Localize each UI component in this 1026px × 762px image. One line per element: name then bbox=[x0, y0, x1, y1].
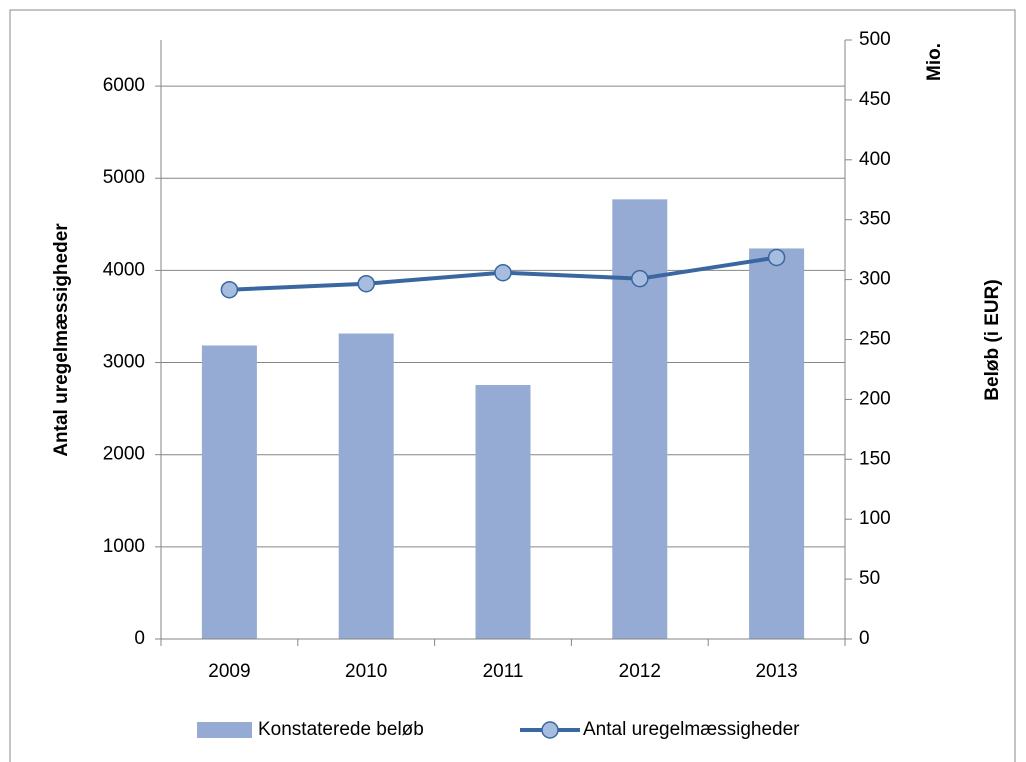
chart-border bbox=[9, 9, 1016, 762]
line-marker bbox=[357, 274, 375, 293]
x-tick-label: 2011 bbox=[483, 661, 524, 682]
y2-tick-label: 0 bbox=[859, 628, 870, 649]
y-tick-label: 4000 bbox=[103, 259, 145, 280]
y-tick-label: 1000 bbox=[103, 536, 145, 557]
y2-tick-label: 150 bbox=[859, 448, 891, 469]
y-tick-label: 2000 bbox=[103, 444, 145, 465]
x-tick-label: 2009 bbox=[208, 661, 250, 682]
y2-tick-label: 350 bbox=[859, 209, 891, 230]
y2-unit: Mio. bbox=[924, 43, 945, 81]
line-marker bbox=[767, 248, 786, 267]
legend-swatch bbox=[197, 722, 252, 738]
y2-tick-label: 250 bbox=[859, 329, 891, 350]
legend-marker bbox=[541, 721, 559, 739]
y-tick-label: 5000 bbox=[103, 167, 145, 188]
x-tick-label: 2010 bbox=[345, 661, 387, 682]
y2-tick-label: 450 bbox=[859, 89, 891, 110]
line-marker bbox=[220, 280, 239, 299]
bar bbox=[338, 333, 394, 639]
y-tick-label: 6000 bbox=[103, 75, 145, 96]
y-tick-label: 3000 bbox=[103, 352, 145, 373]
bar bbox=[612, 199, 668, 640]
legend-label: Konstaterede beløb bbox=[258, 719, 424, 740]
bar bbox=[749, 248, 805, 639]
y2-tick-label: 100 bbox=[859, 508, 891, 529]
y2-tick-label: 50 bbox=[859, 568, 880, 589]
bar bbox=[201, 345, 257, 639]
y-axis-title: Antal uregelmæssigheder bbox=[51, 223, 72, 457]
bar bbox=[475, 385, 531, 639]
x-tick-label: 2013 bbox=[755, 661, 797, 682]
y2-tick-label: 400 bbox=[859, 149, 891, 170]
y2-axis-title: Beløb (i EUR) bbox=[982, 279, 1003, 400]
line-marker bbox=[631, 269, 649, 288]
y2-tick-label: 300 bbox=[859, 269, 891, 290]
x-tick-label: 2012 bbox=[619, 661, 661, 682]
legend-label: Antal uregelmæssigheder bbox=[583, 719, 800, 740]
y2-tick-label: 500 bbox=[859, 29, 891, 50]
line-marker bbox=[494, 263, 512, 282]
y2-tick-label: 200 bbox=[859, 388, 891, 409]
y-tick-label: 0 bbox=[134, 628, 145, 649]
